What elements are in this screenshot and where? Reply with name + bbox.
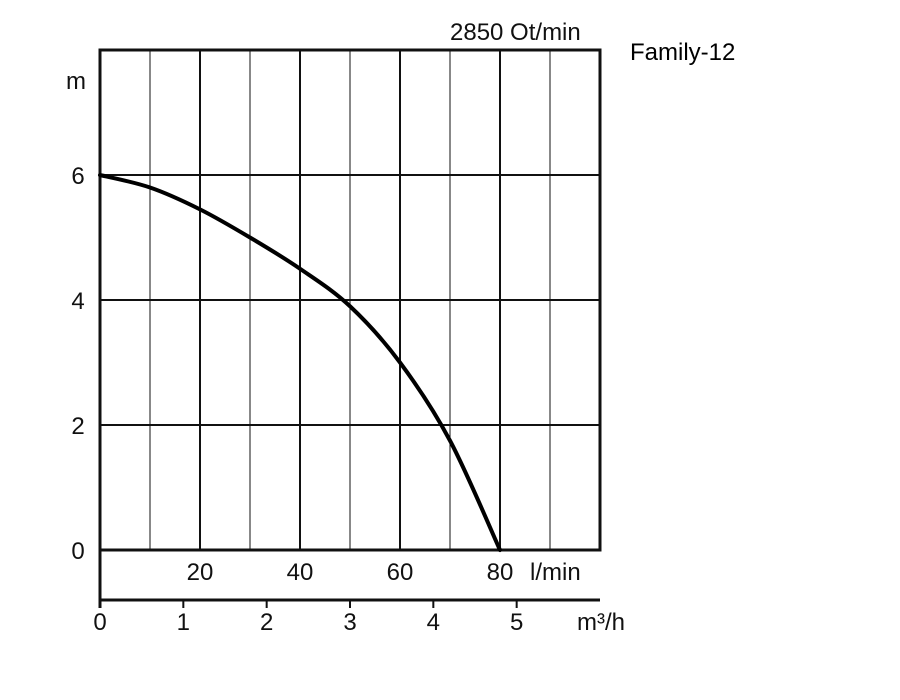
lmin-tick-label: 80 (487, 559, 514, 586)
y-tick-label: 4 (71, 288, 84, 315)
plot-frame (98, 48, 602, 552)
lmin-tick-label: 20 (187, 559, 214, 586)
m3h-tick-label: 2 (260, 609, 273, 636)
performance-curve-group (98, 173, 502, 552)
lmin-axis-label: l/min (530, 559, 581, 586)
horizontal-gridlines (100, 174, 600, 426)
m3h-tick-label: 5 (510, 609, 523, 636)
lmin-tick-labels: 20 40 60 80 (187, 559, 514, 586)
m3h-tick-label: 0 (93, 609, 106, 636)
y-tick-labels: 0 2 4 6 (71, 163, 84, 565)
head-flow-curve (98, 173, 502, 552)
speed-label: 2850 Ot/min (450, 19, 581, 46)
y-tick-label: 2 (71, 413, 84, 440)
m3h-tick-label: 1 (177, 609, 190, 636)
m3h-tick-marks (182, 600, 518, 608)
y-tick-label: 0 (71, 538, 84, 565)
m3h-tick-label: 4 (427, 609, 440, 636)
y-tick-label: 6 (71, 163, 84, 190)
lmin-tick-label: 40 (287, 559, 314, 586)
y-axis-label: m (66, 68, 86, 95)
m3h-tick-labels: 0 1 2 3 4 5 (93, 609, 523, 636)
m3h-tick-label: 3 (343, 609, 356, 636)
lmin-tick-label: 60 (387, 559, 414, 586)
m3h-axis-label: m³/h (577, 609, 625, 636)
model-label: Family-12 (630, 39, 735, 66)
